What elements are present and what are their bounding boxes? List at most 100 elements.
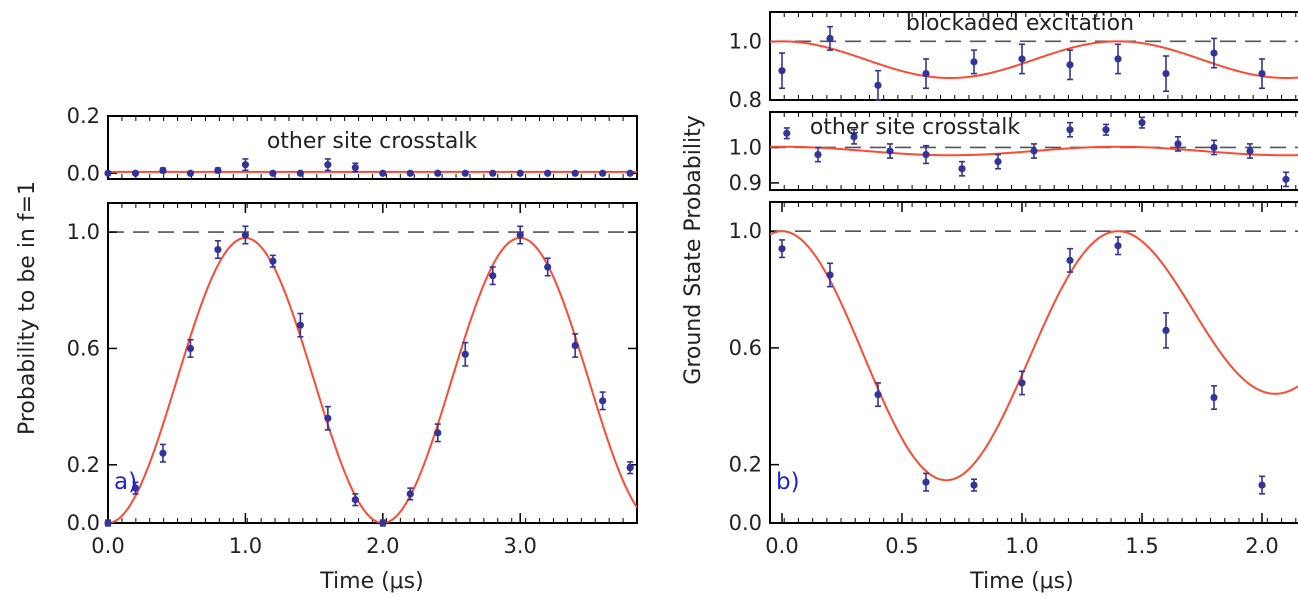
data-point: [922, 144, 930, 165]
marker: [1018, 379, 1026, 387]
plot-frame: [769, 201, 1298, 524]
marker: [1018, 55, 1026, 63]
marker: [1258, 481, 1266, 489]
data-point: [1210, 385, 1218, 410]
data-point: [104, 169, 112, 177]
fit-curve: [770, 40, 1298, 80]
marker: [131, 484, 140, 492]
data-point: [814, 146, 822, 163]
marker: [544, 169, 552, 177]
chart-b_mid: 0.9 1.0 other site crosstalk Ground State P…: [681, 111, 1298, 385]
marker: [599, 397, 607, 405]
data-point: [1246, 143, 1254, 159]
data-point: [1174, 136, 1182, 152]
marker: [970, 58, 978, 66]
panel-label: b): [776, 469, 800, 495]
data-point: [886, 143, 894, 159]
marker: [571, 341, 579, 350]
y-tick-label: 0.9: [729, 171, 762, 195]
x-tick-label: 1.0: [229, 534, 262, 558]
marker: [379, 519, 387, 527]
panel-label: a): [114, 469, 137, 495]
data-point: [186, 169, 195, 177]
marker: [1258, 70, 1266, 78]
marker: [214, 245, 222, 254]
data-point: [1282, 171, 1290, 188]
marker: [159, 449, 167, 457]
data-point: [626, 169, 634, 177]
data-point: [296, 169, 304, 177]
data-point: [1210, 139, 1218, 156]
marker: [516, 231, 524, 239]
data-point: [131, 169, 140, 177]
data-point: [994, 153, 1002, 170]
data-point: [269, 169, 277, 177]
marker: [1114, 242, 1122, 250]
x-tick-label: 0.5: [885, 534, 918, 558]
data-point: [434, 423, 442, 443]
chart-b_top: 0.8 1.0 blockaded excitation: [729, 11, 1298, 112]
y-tick-label: 0.8: [729, 88, 762, 112]
data-point: [826, 262, 834, 288]
marker: [874, 81, 882, 89]
marker: [1210, 143, 1218, 152]
data-point: [571, 333, 579, 358]
marker: [131, 169, 140, 177]
panel-annotation: blockaded excitation: [906, 11, 1134, 36]
marker: [186, 169, 195, 177]
marker: [1282, 175, 1290, 183]
data-point: [874, 69, 882, 101]
marker: [814, 150, 822, 159]
chart-a_inset: 0.0 0.2 other site crosstalk: [67, 104, 638, 185]
marker: [1246, 147, 1254, 155]
marker: [351, 496, 359, 504]
data-point: [379, 519, 387, 527]
marker: [1162, 326, 1170, 334]
data-point: [159, 166, 167, 175]
marker: [778, 245, 786, 253]
data-point: [241, 158, 250, 172]
marker: [783, 129, 791, 137]
marker: [1174, 140, 1182, 148]
data-point: [599, 169, 607, 177]
fit-curve: [108, 236, 637, 523]
data-point: [571, 169, 579, 177]
y-tick-label: 0.0: [67, 161, 100, 185]
marker: [296, 321, 304, 329]
chart-a_main: 0.0 0.2 0.6 1.0 0.0 1.0 2.0 3.0 a) Time (μs) Proba…: [15, 181, 638, 594]
marker: [886, 147, 894, 155]
plot-frame: [107, 202, 638, 524]
x-axis-label: Time (μs): [969, 569, 1073, 594]
marker: [159, 166, 167, 175]
marker: [1102, 126, 1110, 134]
marker: [1162, 70, 1170, 78]
data-point: [1114, 43, 1122, 75]
marker: [406, 490, 414, 498]
data-point: [434, 169, 442, 177]
data-point: [1114, 236, 1122, 256]
data-point: [1258, 58, 1266, 90]
marker: [1210, 393, 1218, 402]
data-point: [1066, 121, 1074, 138]
marker: [379, 169, 387, 177]
x-tick-label: 2.0: [366, 534, 399, 558]
data-point: [406, 487, 414, 501]
panel-annotation: other site crosstalk: [810, 115, 1021, 140]
data-point: [544, 169, 552, 177]
data-point: [214, 240, 222, 260]
marker: [104, 519, 112, 527]
data-point: [1210, 37, 1218, 69]
marker: [516, 169, 524, 177]
y-tick-label: 1.0: [729, 219, 762, 243]
data-point: [104, 519, 112, 527]
data-point: [324, 405, 332, 431]
data-point: [922, 472, 930, 492]
x-tick-label: 2.0: [1245, 534, 1278, 558]
x-axis-label: Time (μs): [319, 569, 423, 594]
data-point: [461, 341, 469, 367]
marker: [922, 70, 930, 78]
marker: [269, 169, 277, 177]
fit-curve: [770, 230, 1298, 482]
chart-b_main: 0.0 0.2 0.6 1.0 0.0 0.5 1.0 1.5 2.0 b) Time (μs): [729, 201, 1298, 594]
marker: [778, 67, 786, 75]
